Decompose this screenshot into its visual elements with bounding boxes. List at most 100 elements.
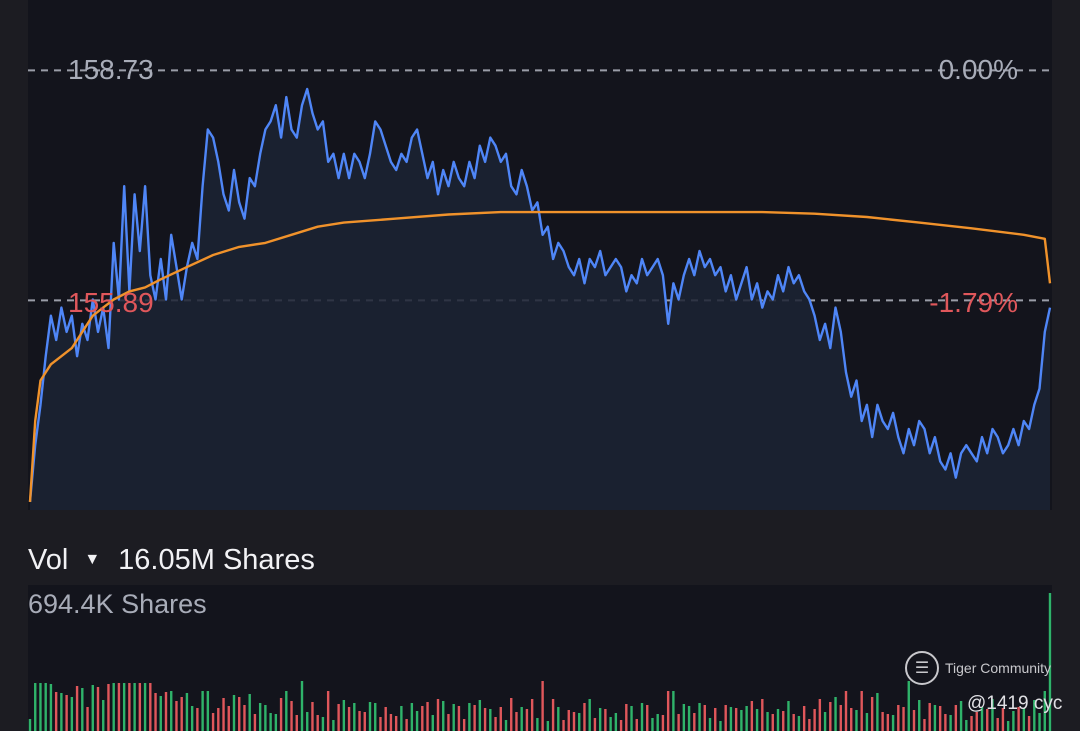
volume-bar bbox=[860, 691, 863, 731]
volume-bar bbox=[159, 696, 162, 731]
volume-bar bbox=[28, 719, 32, 731]
volume-bar bbox=[902, 707, 905, 731]
volume-bar bbox=[279, 698, 283, 731]
volume-bar bbox=[604, 709, 607, 731]
volume-bar bbox=[865, 713, 869, 731]
volume-bar bbox=[1043, 691, 1046, 731]
volume-bar bbox=[363, 712, 366, 731]
volume-bar bbox=[102, 700, 105, 731]
average-price-line bbox=[28, 210, 1052, 502]
volume-bar bbox=[384, 707, 387, 731]
volume-bar bbox=[170, 691, 173, 731]
volume-bar bbox=[86, 707, 89, 731]
volume-bar bbox=[138, 683, 142, 731]
volume-bar bbox=[850, 708, 853, 731]
volume-bar bbox=[311, 702, 314, 731]
volume-bar bbox=[353, 703, 356, 731]
volume-bar bbox=[959, 701, 963, 731]
volume-bar bbox=[703, 705, 706, 731]
volume-bar bbox=[724, 705, 727, 731]
volume-bar bbox=[164, 692, 168, 731]
volume-bar bbox=[473, 705, 476, 731]
volume-bar bbox=[541, 681, 544, 731]
volume-bar bbox=[238, 697, 241, 731]
volume-bar bbox=[656, 714, 659, 731]
volume-bar bbox=[598, 708, 602, 731]
price-chart-panel[interactable]: 158.73 0.00% 155.89 -1.79% bbox=[28, 0, 1052, 510]
volume-bar bbox=[190, 706, 194, 731]
volume-bar bbox=[196, 708, 199, 731]
volume-bar bbox=[708, 718, 712, 731]
volume-bar bbox=[1048, 593, 1052, 731]
watermark-brand: Tiger Community bbox=[945, 660, 1052, 676]
volume-bar bbox=[442, 701, 445, 731]
price-area-fill bbox=[30, 89, 1050, 510]
volume-bar bbox=[536, 718, 539, 731]
volume-bar bbox=[525, 709, 529, 731]
volume-bar bbox=[400, 706, 403, 731]
volume-bar bbox=[870, 697, 874, 731]
volume-bar bbox=[39, 683, 42, 731]
volume-bar bbox=[180, 697, 183, 731]
volume-bar bbox=[996, 718, 999, 731]
volume-bar bbox=[290, 701, 293, 731]
price-chart-svg bbox=[28, 69, 1052, 510]
volume-bar bbox=[619, 720, 623, 731]
volume-bar bbox=[185, 693, 189, 731]
volume-bar bbox=[782, 711, 785, 731]
volume-chart-panel[interactable] bbox=[28, 585, 1052, 731]
volume-bar bbox=[368, 702, 372, 731]
volume-bar bbox=[729, 707, 733, 731]
volume-bar bbox=[829, 702, 832, 731]
volume-bar bbox=[468, 703, 471, 731]
volume-bar bbox=[321, 717, 325, 731]
volume-bar bbox=[886, 714, 890, 731]
volume-bar bbox=[133, 683, 136, 731]
volume-bar bbox=[520, 707, 523, 731]
volume-bar bbox=[96, 687, 100, 731]
volume-bar bbox=[938, 706, 942, 731]
volume-bar bbox=[75, 686, 79, 731]
ref-change-label: -1.79% bbox=[929, 287, 1018, 318]
volume-bar bbox=[719, 721, 722, 731]
volume-bar bbox=[217, 708, 220, 731]
volume-bar bbox=[347, 707, 351, 731]
volume-bar bbox=[771, 714, 774, 731]
volume-bar bbox=[410, 703, 414, 731]
volume-bar bbox=[818, 699, 822, 731]
volume-bar bbox=[755, 709, 759, 731]
volume-bar bbox=[1022, 708, 1026, 731]
volume-bar bbox=[1001, 708, 1005, 731]
volume-bar bbox=[750, 701, 754, 731]
volume-bar bbox=[912, 710, 916, 731]
volume-bar bbox=[970, 716, 973, 731]
volume-indicator-label[interactable]: Vol bbox=[28, 543, 69, 576]
tiger-logo-icon: ☰ bbox=[905, 651, 939, 685]
volume-bar bbox=[776, 709, 780, 731]
volume-bar bbox=[389, 714, 393, 731]
volume-bar bbox=[415, 711, 419, 731]
volume-bar bbox=[808, 719, 811, 731]
volume-bar bbox=[881, 712, 884, 731]
volume-bar bbox=[253, 714, 257, 731]
volume-bar bbox=[211, 713, 215, 731]
volume-bar bbox=[907, 681, 910, 731]
volume-bar bbox=[149, 683, 152, 731]
volume-bar bbox=[227, 706, 230, 731]
volume-header: Vol ▼ 16.05M Shares bbox=[28, 541, 315, 579]
volume-bar bbox=[457, 706, 461, 731]
volume-bar bbox=[405, 719, 408, 731]
caret-down-icon[interactable]: ▼ bbox=[84, 551, 101, 568]
volume-bar bbox=[91, 685, 94, 731]
volume-bar bbox=[567, 710, 570, 731]
volume-bar bbox=[740, 710, 743, 731]
volume-bar bbox=[954, 705, 958, 731]
volume-bar bbox=[478, 700, 482, 731]
ref-price-label: 155.89 bbox=[68, 287, 154, 318]
volume-bar bbox=[175, 701, 178, 731]
volume-bar bbox=[243, 705, 246, 731]
volume-bar bbox=[761, 699, 764, 731]
volume-bar bbox=[844, 691, 848, 731]
volume-bar bbox=[734, 708, 738, 731]
